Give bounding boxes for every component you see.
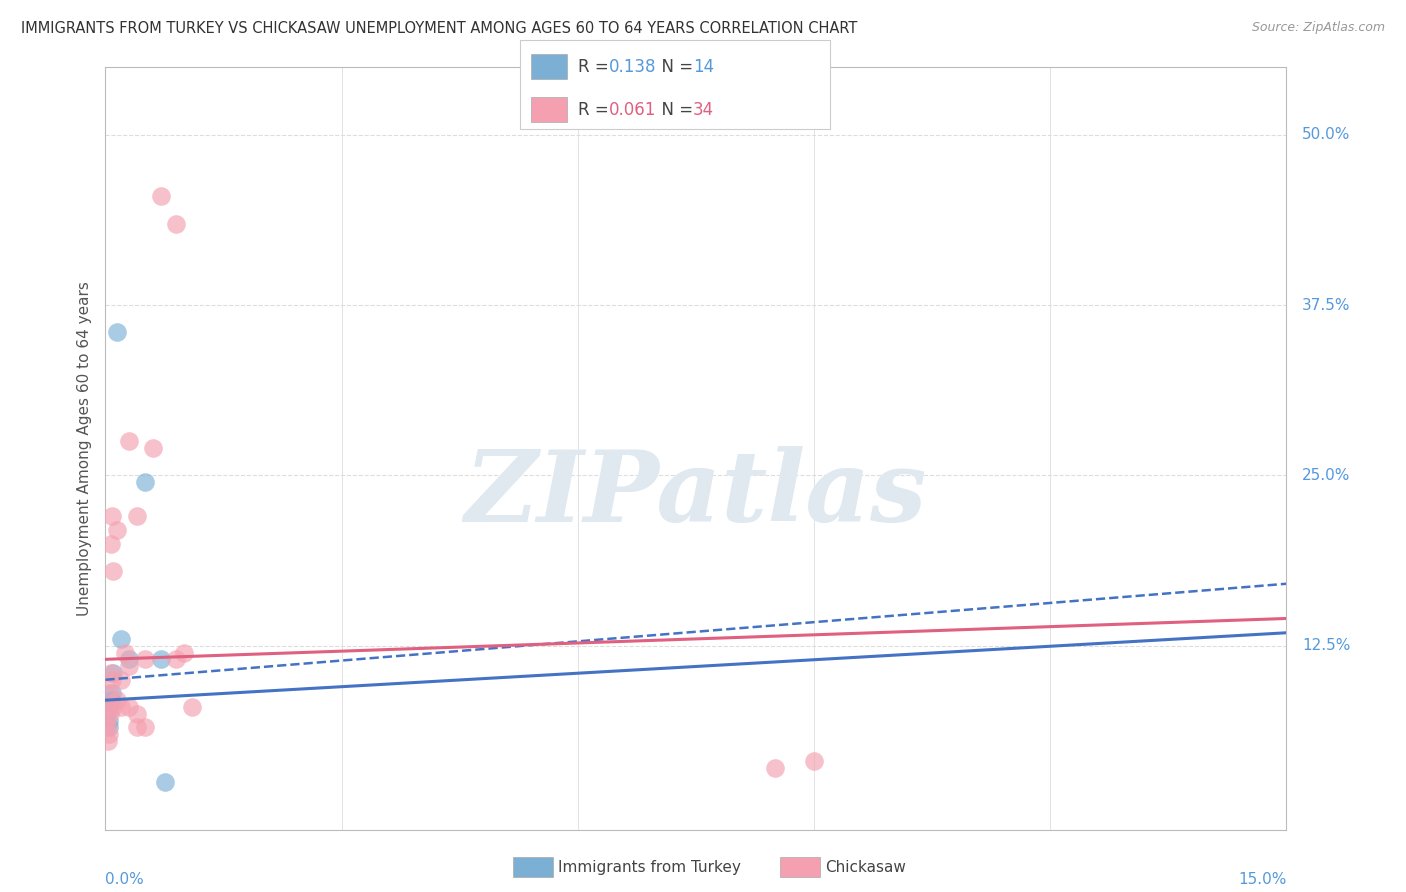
Point [98, 700, 121, 714]
Point [118, 659, 141, 673]
Point [763, 761, 786, 775]
Point [165, 217, 187, 231]
Text: 15.0%: 15.0% [1239, 871, 1286, 887]
Point [97, 700, 120, 714]
Point [118, 700, 141, 714]
Point [103, 665, 125, 680]
Point [100, 509, 122, 524]
Point [173, 646, 195, 660]
Point [100, 665, 122, 680]
Point [96, 720, 118, 734]
Point [98, 720, 121, 734]
Point [125, 720, 148, 734]
Point [803, 755, 825, 769]
Point [105, 523, 128, 537]
Point [181, 700, 204, 714]
Point [96, 714, 118, 728]
Point [153, 775, 176, 789]
Point [105, 326, 128, 340]
Point [134, 652, 156, 666]
Text: R =: R = [578, 101, 614, 119]
Point [100, 536, 122, 550]
Y-axis label: Unemployment Among Ages 60 to 64 years: Unemployment Among Ages 60 to 64 years [76, 281, 91, 615]
Point [103, 564, 125, 578]
Text: 0.061: 0.061 [609, 101, 657, 119]
Point [165, 652, 187, 666]
Point [110, 700, 132, 714]
Point [110, 673, 132, 687]
Text: Source: ZipAtlas.com: Source: ZipAtlas.com [1251, 21, 1385, 35]
Point [114, 646, 136, 660]
Point [118, 652, 141, 666]
Text: 0.0%: 0.0% [105, 871, 145, 887]
Point [134, 720, 156, 734]
Text: ZIPatlas: ZIPatlas [465, 446, 927, 542]
Text: 34: 34 [693, 101, 714, 119]
Text: Immigrants from Turkey: Immigrants from Turkey [558, 860, 741, 874]
Text: 25.0%: 25.0% [1302, 468, 1350, 483]
Text: 50.0%: 50.0% [1302, 128, 1350, 143]
Text: 37.5%: 37.5% [1302, 298, 1350, 313]
Point [149, 189, 172, 203]
Text: Chickasaw: Chickasaw [825, 860, 907, 874]
Point [125, 509, 148, 524]
Point [97, 727, 120, 741]
Text: N =: N = [651, 101, 699, 119]
Text: 12.5%: 12.5% [1302, 638, 1350, 653]
Point [105, 693, 128, 707]
Text: 0.138: 0.138 [609, 58, 657, 76]
Point [100, 693, 122, 707]
Point [142, 442, 165, 455]
Point [98, 686, 121, 700]
Text: R =: R = [578, 58, 614, 76]
Point [96, 706, 118, 721]
Point [100, 673, 122, 687]
Point [110, 632, 132, 646]
Point [149, 652, 172, 666]
Text: N =: N = [651, 58, 699, 76]
Point [98, 706, 121, 721]
Point [125, 706, 148, 721]
Text: IMMIGRANTS FROM TURKEY VS CHICKASAW UNEMPLOYMENT AMONG AGES 60 TO 64 YEARS CORRE: IMMIGRANTS FROM TURKEY VS CHICKASAW UNEM… [21, 21, 858, 37]
Point [100, 686, 122, 700]
Point [118, 434, 141, 449]
Point [103, 700, 125, 714]
Point [97, 734, 120, 748]
Point [97, 714, 120, 728]
Point [96, 700, 118, 714]
Text: 14: 14 [693, 58, 714, 76]
Point [134, 475, 156, 490]
